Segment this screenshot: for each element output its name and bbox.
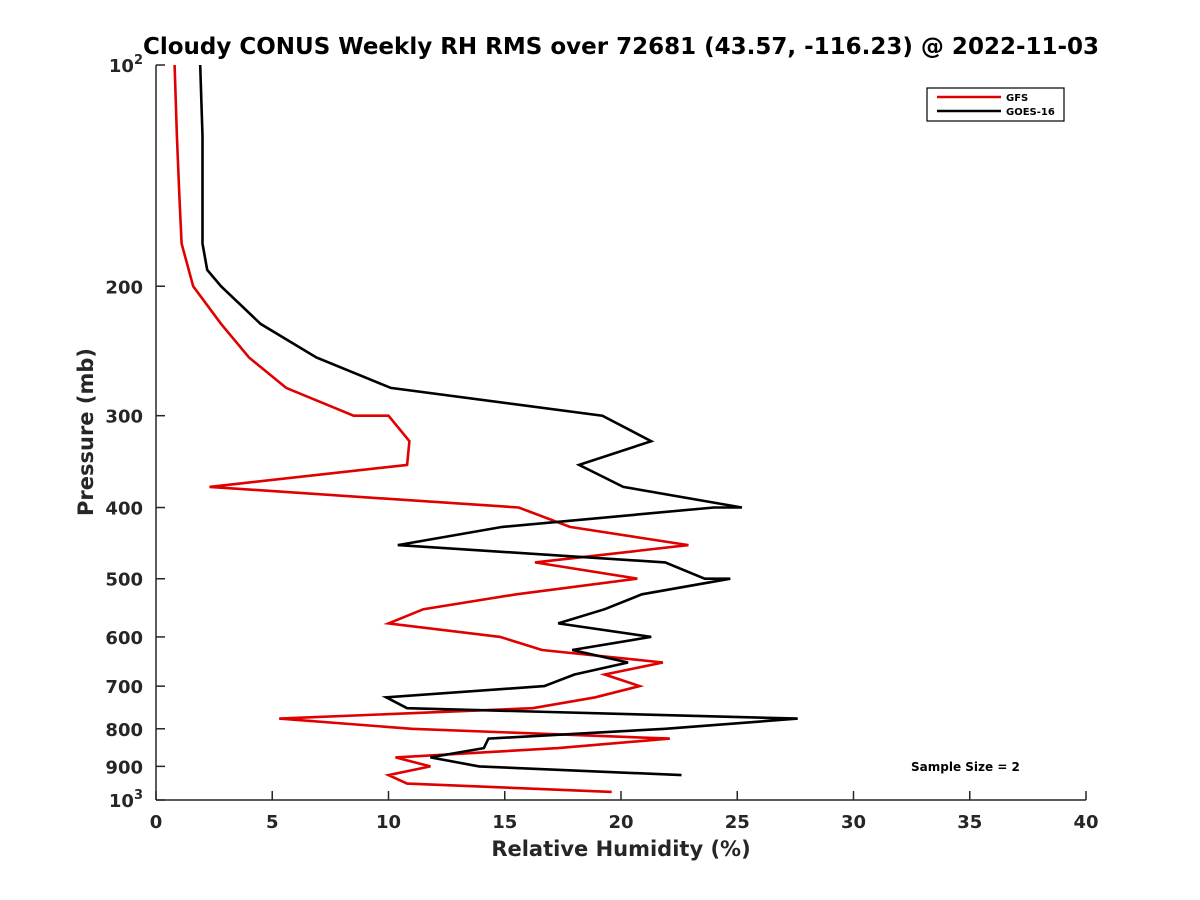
y-axis-label: Pressure (mb) [74,348,98,516]
y-tick-label-power: 102 [109,53,143,77]
x-tick-label: 10 [376,812,401,833]
x-ticks: 0 5 10 15 20 25 30 35 40 [150,791,1099,833]
x-tick-label: 15 [492,812,517,833]
x-tick-label: 5 [266,812,279,833]
x-tick-label: 40 [1073,812,1098,833]
x-tick-label: 35 [957,812,982,833]
legend-label-gfs: GFS [1006,93,1028,104]
series-line-gfs [173,64,689,794]
sample-size-annotation: Sample Size = 2 [911,760,1020,774]
legend-label-goes16: GOES-16 [1006,107,1055,118]
y-tick-label: 800 [105,720,143,741]
x-tick-label: 25 [725,812,750,833]
series-layer [173,64,798,794]
x-tick-label: 30 [841,812,866,833]
y-tick-label: 200 [105,277,143,298]
y-tick-label: 500 [105,570,143,591]
y-tick-exponent: 3 [134,788,143,803]
y-tick-label: 400 [105,499,143,520]
legend-box [926,87,1065,122]
y-tick-label: 900 [105,757,143,778]
y-tick-base: 10 [109,791,134,812]
series-line-goes16 [198,64,798,777]
y-tick-label-power: 103 [109,788,143,812]
legend: GFS GOES-16 [926,87,1065,122]
y-tick-label: 300 [105,407,143,428]
x-tick-label: 20 [608,812,633,833]
y-tick-label: 700 [105,677,143,698]
x-axis-label: Relative Humidity (%) [491,837,750,861]
y-tick-base: 10 [109,56,134,77]
x-tick-label: 0 [150,812,163,833]
y-tick-exponent: 2 [134,53,143,68]
chart-title: Cloudy CONUS Weekly RH RMS over 72681 (4… [143,34,1099,60]
y-tick-label: 600 [105,628,143,649]
